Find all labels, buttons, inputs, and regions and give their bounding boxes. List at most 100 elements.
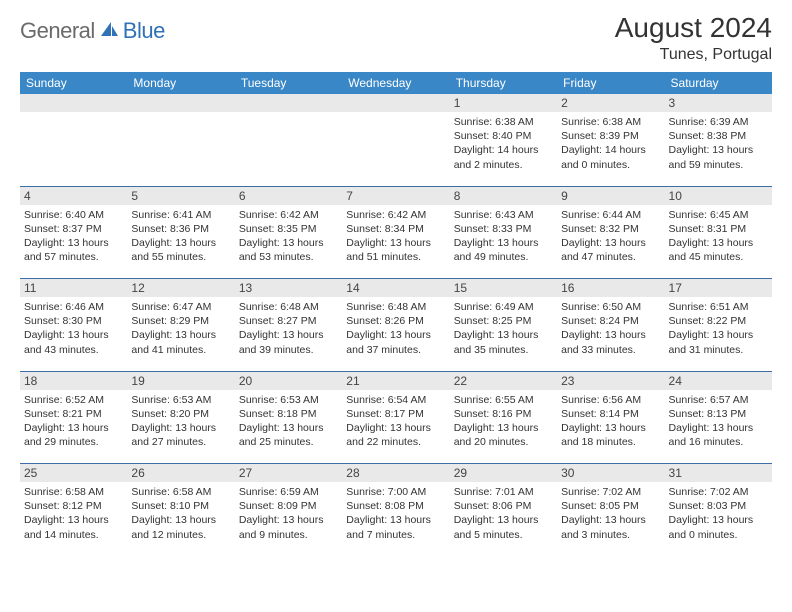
day-number: 24 <box>665 372 772 390</box>
sunset-text: Sunset: 8:20 PM <box>131 407 230 421</box>
day-cell: 11Sunrise: 6:46 AMSunset: 8:30 PMDayligh… <box>20 279 127 371</box>
day-cell: 19Sunrise: 6:53 AMSunset: 8:20 PMDayligh… <box>127 372 234 464</box>
day-cell: 5Sunrise: 6:41 AMSunset: 8:36 PMDaylight… <box>127 187 234 279</box>
day-header: Saturday <box>665 72 772 94</box>
month-title: August 2024 <box>615 12 772 44</box>
page-header: General Blue August 2024 Tunes, Portugal <box>20 12 772 64</box>
day-info: Sunrise: 6:48 AMSunset: 8:26 PMDaylight:… <box>346 300 445 357</box>
sunrise-text: Sunrise: 6:58 AM <box>24 485 123 499</box>
sunset-text: Sunset: 8:09 PM <box>239 499 338 513</box>
sunset-text: Sunset: 8:33 PM <box>454 222 553 236</box>
day-info: Sunrise: 6:44 AMSunset: 8:32 PMDaylight:… <box>561 208 660 265</box>
week-row: 11Sunrise: 6:46 AMSunset: 8:30 PMDayligh… <box>20 279 772 371</box>
day-number: 1 <box>450 94 557 112</box>
day-number: 14 <box>342 279 449 297</box>
day-header: Sunday <box>20 72 127 94</box>
day-number: 23 <box>557 372 664 390</box>
day-cell: 13 Sunrise: 6:48 AMSunset: 8:27 PMDayligh… <box>235 279 342 371</box>
day-info: Sunrise: 6:42 AMSunset: 8:35 PMDaylight:… <box>239 208 338 265</box>
day-info: Sunrise: 6:47 AMSunset: 8:29 PMDaylight:… <box>131 300 230 357</box>
day-cell: 10Sunrise: 6:45 AMSunset: 8:31 PMDayligh… <box>665 187 772 279</box>
day-cell: 4Sunrise: 6:40 AMSunset: 8:37 PMDaylight… <box>20 187 127 279</box>
day-number: 8 <box>450 187 557 205</box>
brand-logo: General Blue <box>20 12 165 44</box>
day-cell <box>235 94 342 186</box>
daylight-text: Daylight: 13 hours and 37 minutes. <box>346 328 445 356</box>
sunrise-text: Sunrise: 6:52 AM <box>24 393 123 407</box>
day-cell: 29Sunrise: 7:01 AMSunset: 8:06 PMDayligh… <box>450 464 557 556</box>
daylight-text: Daylight: 13 hours and 39 minutes. <box>239 328 338 356</box>
day-cell: 20Sunrise: 6:53 AMSunset: 8:18 PMDayligh… <box>235 372 342 464</box>
day-cell: 27Sunrise: 6:59 AMSunset: 8:09 PMDayligh… <box>235 464 342 556</box>
sunrise-text: Sunrise: 6:58 AM <box>131 485 230 499</box>
day-number: 18 <box>20 372 127 390</box>
day-cell: 12 Sunrise: 6:47 AMSunset: 8:29 PMDayligh… <box>127 279 234 371</box>
sunrise-text: Sunrise: 6:59 AM <box>239 485 338 499</box>
day-number: 28 <box>342 464 449 482</box>
day-info: Sunrise: 6:48 AMSunset: 8:27 PMDaylight:… <box>239 300 338 357</box>
day-number <box>20 94 127 112</box>
day-number: 19 <box>127 372 234 390</box>
sunrise-text: Sunrise: 6:53 AM <box>239 393 338 407</box>
day-number <box>342 94 449 112</box>
sunset-text: Sunset: 8:36 PM <box>131 222 230 236</box>
day-number: 21 <box>342 372 449 390</box>
calendar-head: SundayMondayTuesdayWednesdayThursdayFrid… <box>20 72 772 94</box>
daylight-text: Daylight: 13 hours and 49 minutes. <box>454 236 553 264</box>
day-number: 25 <box>20 464 127 482</box>
sunset-text: Sunset: 8:35 PM <box>239 222 338 236</box>
daylight-text: Daylight: 13 hours and 59 minutes. <box>669 143 768 171</box>
day-cell: 17Sunrise: 6:51 AMSunset: 8:22 PMDayligh… <box>665 279 772 371</box>
sunset-text: Sunset: 8:05 PM <box>561 499 660 513</box>
sunrise-text: Sunrise: 6:38 AM <box>454 115 553 129</box>
day-number: 13 <box>235 279 342 297</box>
sunrise-text: Sunrise: 6:47 AM <box>131 300 230 314</box>
sunset-text: Sunset: 8:26 PM <box>346 314 445 328</box>
day-cell: 9Sunrise: 6:44 AMSunset: 8:32 PMDaylight… <box>557 187 664 279</box>
sunrise-text: Sunrise: 6:42 AM <box>346 208 445 222</box>
day-number: 7 <box>342 187 449 205</box>
daylight-text: Daylight: 13 hours and 5 minutes. <box>454 513 553 541</box>
sunrise-text: Sunrise: 6:57 AM <box>669 393 768 407</box>
day-header: Wednesday <box>342 72 449 94</box>
sunrise-text: Sunrise: 6:45 AM <box>669 208 768 222</box>
day-info: Sunrise: 6:45 AMSunset: 8:31 PMDaylight:… <box>669 208 768 265</box>
daylight-text: Daylight: 13 hours and 45 minutes. <box>669 236 768 264</box>
sunset-text: Sunset: 8:12 PM <box>24 499 123 513</box>
day-cell: 31Sunrise: 7:02 AMSunset: 8:03 PMDayligh… <box>665 464 772 556</box>
week-row: 18 Sunrise: 6:52 AMSunset: 8:21 PMDayligh… <box>20 372 772 464</box>
sunrise-text: Sunrise: 6:43 AM <box>454 208 553 222</box>
day-cell: 7Sunrise: 6:42 AMSunset: 8:34 PMDaylight… <box>342 187 449 279</box>
sunrise-text: Sunrise: 6:56 AM <box>561 393 660 407</box>
day-info: Sunrise: 6:52 AMSunset: 8:21 PMDaylight:… <box>24 393 123 450</box>
daylight-text: Daylight: 13 hours and 27 minutes. <box>131 421 230 449</box>
sunset-text: Sunset: 8:08 PM <box>346 499 445 513</box>
sunrise-text: Sunrise: 7:01 AM <box>454 485 553 499</box>
daylight-text: Daylight: 13 hours and 35 minutes. <box>454 328 553 356</box>
day-number: 12 <box>127 279 234 297</box>
location-label: Tunes, Portugal <box>615 46 772 64</box>
sunset-text: Sunset: 8:16 PM <box>454 407 553 421</box>
day-info: Sunrise: 6:51 AMSunset: 8:22 PMDaylight:… <box>669 300 768 357</box>
sunrise-text: Sunrise: 7:02 AM <box>669 485 768 499</box>
daylight-text: Daylight: 14 hours and 0 minutes. <box>561 143 660 171</box>
daylight-text: Daylight: 13 hours and 16 minutes. <box>669 421 768 449</box>
sunset-text: Sunset: 8:13 PM <box>669 407 768 421</box>
day-info: Sunrise: 6:58 AMSunset: 8:12 PMDaylight:… <box>24 485 123 542</box>
day-info: Sunrise: 6:54 AMSunset: 8:17 PMDaylight:… <box>346 393 445 450</box>
sunrise-text: Sunrise: 6:48 AM <box>239 300 338 314</box>
day-cell: 22Sunrise: 6:55 AMSunset: 8:16 PMDayligh… <box>450 372 557 464</box>
daylight-text: Daylight: 13 hours and 55 minutes. <box>131 236 230 264</box>
day-info: Sunrise: 7:01 AMSunset: 8:06 PMDaylight:… <box>454 485 553 542</box>
day-number: 11 <box>20 279 127 297</box>
day-info: Sunrise: 6:57 AMSunset: 8:13 PMDaylight:… <box>669 393 768 450</box>
sunset-text: Sunset: 8:32 PM <box>561 222 660 236</box>
daylight-text: Daylight: 13 hours and 25 minutes. <box>239 421 338 449</box>
day-info: Sunrise: 6:38 AMSunset: 8:40 PMDaylight:… <box>454 115 553 172</box>
daylight-text: Daylight: 13 hours and 31 minutes. <box>669 328 768 356</box>
daylight-text: Daylight: 13 hours and 22 minutes. <box>346 421 445 449</box>
daylight-text: Daylight: 13 hours and 20 minutes. <box>454 421 553 449</box>
day-cell: 18 Sunrise: 6:52 AMSunset: 8:21 PMDayligh… <box>20 372 127 464</box>
week-row: 4Sunrise: 6:40 AMSunset: 8:37 PMDaylight… <box>20 187 772 279</box>
day-number <box>127 94 234 112</box>
